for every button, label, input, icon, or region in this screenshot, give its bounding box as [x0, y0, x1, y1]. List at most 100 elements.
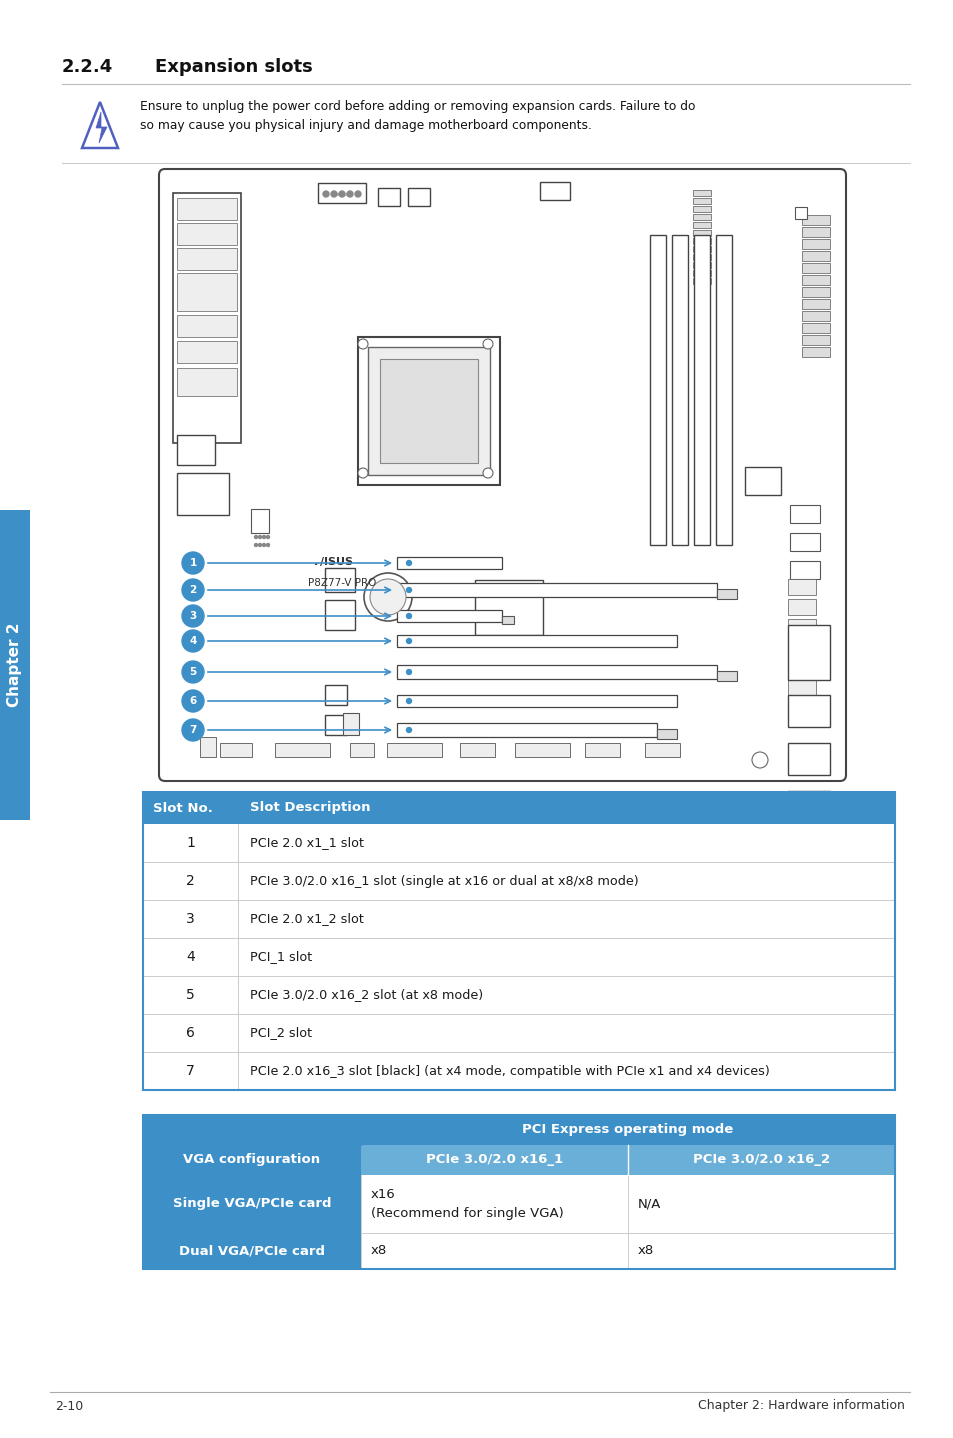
- Circle shape: [406, 728, 411, 732]
- Text: PCI_2 slot: PCI_2 slot: [250, 1027, 312, 1040]
- Text: 4: 4: [186, 951, 194, 963]
- Text: $\mathbf{./ISUS}$: $\mathbf{./ISUS}$: [313, 555, 354, 568]
- Text: x8: x8: [371, 1244, 387, 1257]
- Bar: [692, 246, 710, 252]
- Bar: [801, 335, 829, 345]
- Text: 6: 6: [186, 1025, 194, 1040]
- Polygon shape: [96, 112, 107, 142]
- Bar: [787, 695, 829, 728]
- Bar: [177, 473, 229, 515]
- Text: 2.2.4: 2.2.4: [62, 58, 113, 76]
- Text: PCIe 3.0/2.0 x16_1 slot (single at x16 or dual at x8/x8 mode): PCIe 3.0/2.0 x16_1 slot (single at x16 o…: [250, 874, 638, 887]
- Bar: [801, 239, 829, 249]
- Bar: [274, 743, 330, 756]
- Bar: [717, 672, 737, 682]
- Text: PCI Express operating mode: PCI Express operating mode: [522, 1123, 733, 1136]
- Bar: [801, 311, 829, 321]
- Circle shape: [266, 535, 269, 538]
- Bar: [200, 738, 215, 756]
- Bar: [143, 1014, 894, 1053]
- Bar: [325, 600, 355, 630]
- Bar: [801, 252, 829, 262]
- Bar: [789, 505, 820, 523]
- Bar: [408, 188, 430, 206]
- Bar: [0, 510, 30, 820]
- Bar: [717, 590, 737, 600]
- Bar: [644, 743, 679, 756]
- Bar: [801, 299, 829, 309]
- Text: 2: 2: [190, 585, 196, 595]
- Bar: [143, 938, 894, 976]
- Circle shape: [182, 552, 204, 574]
- Bar: [360, 1232, 627, 1268]
- Circle shape: [254, 535, 257, 538]
- Text: 5: 5: [190, 667, 196, 677]
- Bar: [143, 976, 894, 1014]
- Bar: [177, 315, 236, 336]
- Bar: [692, 190, 710, 196]
- Text: 6: 6: [190, 696, 196, 706]
- Bar: [692, 262, 710, 267]
- Bar: [789, 561, 820, 580]
- Circle shape: [266, 544, 269, 546]
- Circle shape: [323, 191, 329, 197]
- Text: Slot Description: Slot Description: [250, 801, 370, 814]
- Bar: [172, 193, 241, 443]
- Bar: [396, 695, 677, 707]
- Circle shape: [355, 191, 360, 197]
- Circle shape: [254, 544, 257, 546]
- Bar: [649, 234, 665, 545]
- Bar: [143, 824, 894, 861]
- Bar: [515, 743, 569, 756]
- Text: 7: 7: [186, 1064, 194, 1078]
- Text: Slot No.: Slot No.: [152, 801, 213, 814]
- Bar: [396, 636, 677, 647]
- Text: Dual VGA/PCIe card: Dual VGA/PCIe card: [179, 1244, 325, 1257]
- Bar: [459, 743, 495, 756]
- Circle shape: [406, 588, 411, 592]
- Bar: [475, 580, 542, 636]
- Bar: [789, 533, 820, 551]
- Bar: [143, 900, 894, 938]
- Text: PCIe 2.0 x1_1 slot: PCIe 2.0 x1_1 slot: [250, 837, 364, 850]
- Bar: [787, 626, 829, 680]
- Bar: [787, 659, 815, 674]
- Bar: [143, 1145, 360, 1175]
- Bar: [801, 347, 829, 357]
- Bar: [692, 255, 710, 260]
- Text: PCIe 3.0/2.0 x16_1: PCIe 3.0/2.0 x16_1: [425, 1153, 562, 1166]
- Bar: [396, 610, 501, 623]
- Bar: [801, 288, 829, 298]
- Bar: [692, 221, 710, 229]
- Circle shape: [406, 699, 411, 703]
- Bar: [584, 743, 619, 756]
- Circle shape: [406, 638, 411, 643]
- Bar: [539, 183, 569, 200]
- Bar: [501, 615, 514, 624]
- Circle shape: [364, 572, 412, 621]
- Circle shape: [182, 630, 204, 651]
- Bar: [801, 263, 829, 273]
- Circle shape: [347, 191, 353, 197]
- Bar: [325, 684, 347, 705]
- Polygon shape: [82, 102, 118, 148]
- Text: x16
(Recommend for single VGA): x16 (Recommend for single VGA): [371, 1188, 563, 1219]
- Text: 4: 4: [189, 636, 196, 646]
- Text: Single VGA/PCIe card: Single VGA/PCIe card: [172, 1198, 331, 1211]
- Bar: [143, 792, 894, 824]
- Bar: [692, 270, 710, 276]
- Bar: [177, 223, 236, 244]
- Circle shape: [182, 719, 204, 741]
- Bar: [692, 278, 710, 283]
- Text: PCIe 3.0/2.0 x16_2 slot (at x8 mode): PCIe 3.0/2.0 x16_2 slot (at x8 mode): [250, 988, 482, 1001]
- Bar: [744, 467, 781, 495]
- Bar: [177, 341, 236, 362]
- Bar: [143, 1232, 360, 1268]
- Bar: [143, 861, 894, 900]
- Bar: [177, 368, 236, 395]
- Bar: [387, 743, 441, 756]
- Text: Expansion slots: Expansion slots: [154, 58, 313, 76]
- Circle shape: [182, 580, 204, 601]
- Text: 2-10: 2-10: [55, 1399, 83, 1412]
- Text: Ensure to unplug the power cord before adding or removing expansion cards. Failu: Ensure to unplug the power cord before a…: [140, 101, 695, 132]
